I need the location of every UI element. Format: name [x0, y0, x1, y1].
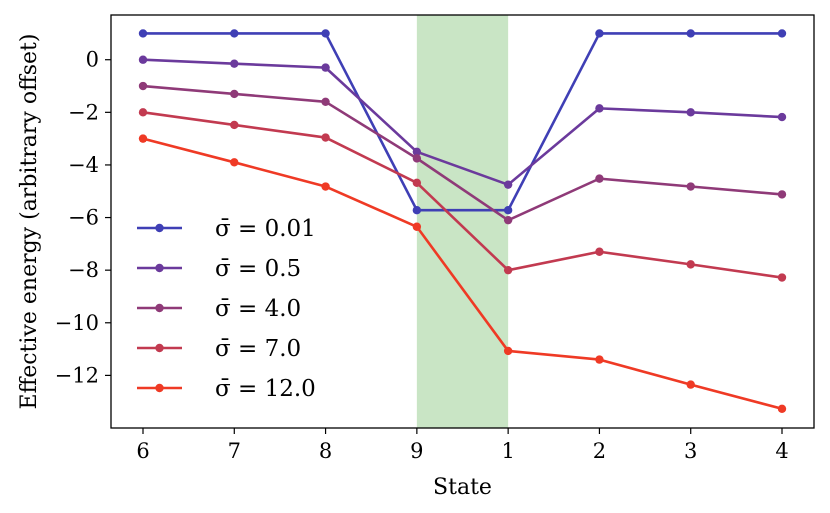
x-tick-label: 8: [319, 439, 332, 463]
x-axis-label: State: [433, 475, 492, 500]
y-tick-label: −4: [68, 153, 99, 177]
series-1: [138, 55, 787, 189]
x-tick-label: 1: [501, 439, 514, 463]
data-point: [321, 63, 330, 72]
data-point: [412, 178, 422, 188]
series-2: [138, 81, 787, 225]
data-point: [412, 222, 422, 231]
data-point: [412, 147, 422, 156]
data-point: [777, 29, 787, 38]
x-tick-label: 4: [775, 439, 788, 463]
series-0: [138, 29, 787, 215]
x-tick-label: 3: [684, 439, 697, 463]
legend-label: σ̄ = 12.0: [215, 376, 316, 402]
data-point: [138, 55, 148, 64]
data-point: [138, 29, 148, 38]
data-point: [503, 205, 513, 215]
data-point: [321, 97, 330, 107]
data-point: [138, 108, 148, 117]
data-point: [138, 134, 148, 143]
legend-label: σ̄ = 7.0: [215, 336, 301, 362]
series-line: [143, 32, 782, 212]
data-point: [777, 273, 787, 282]
y-tick-label: −10: [55, 311, 99, 335]
legend-entry: σ̄ = 4.0: [137, 296, 301, 322]
series-line: [142, 84, 783, 222]
data-point: [777, 112, 787, 122]
legend-label: σ̄ = 0.01: [215, 216, 316, 242]
legend-entry: σ̄ = 0.01: [137, 216, 316, 242]
data-point: [230, 59, 239, 68]
data-point: [230, 29, 239, 38]
data-point: [230, 120, 239, 130]
legend-entry: σ̄ = 12.0: [137, 376, 316, 402]
data-point: [686, 380, 695, 389]
data-point: [230, 89, 239, 99]
data-point: [686, 260, 695, 269]
legend: σ̄ = 0.01 σ̄ = 0.5 σ̄ = 4.0 σ̄ = 7.0 σ̄ = 12…: [137, 216, 316, 402]
data-point: [503, 346, 513, 356]
legend-marker: [155, 223, 164, 233]
data-point: [503, 265, 513, 275]
legend-entry: σ̄ = 0.5: [137, 256, 301, 282]
data-point: [777, 404, 787, 413]
data-point: [503, 180, 513, 189]
series-line: [142, 58, 783, 186]
data-point: [595, 174, 604, 183]
data-point: [321, 29, 330, 38]
plot-frame: [110, 14, 815, 429]
data-point: [321, 133, 330, 142]
data-point: [777, 190, 787, 199]
x-tick-label: 9: [410, 439, 423, 463]
data-point: [503, 215, 513, 225]
series-4: [138, 134, 787, 413]
series-3: [138, 108, 787, 282]
data-point: [595, 104, 604, 113]
legend-marker: [155, 263, 164, 273]
data-point: [595, 247, 604, 256]
data-point: [686, 29, 695, 38]
x-tick-label: 2: [593, 439, 606, 463]
legend-marker: [155, 343, 164, 353]
data-point: [595, 29, 604, 38]
legend-label: σ̄ = 0.5: [215, 256, 301, 282]
data-point: [412, 154, 422, 163]
y-tick-label: 0: [86, 48, 99, 72]
y-tick-label: −6: [68, 206, 99, 230]
data-point: [686, 182, 695, 191]
y-axis-label: Effective energy (arbitrary offset): [17, 34, 42, 410]
data-point: [412, 205, 422, 215]
data-point: [138, 81, 148, 91]
legend-label: σ̄ = 4.0: [215, 296, 301, 322]
data-point: [595, 355, 604, 364]
y-tick-label: −2: [68, 100, 99, 124]
x-tick-label: 6: [136, 439, 149, 463]
legend-marker: [155, 383, 164, 393]
y-tick-label: −12: [55, 363, 99, 387]
y-tick-label: −8: [68, 258, 99, 282]
shaded-region: [416, 15, 509, 428]
data-point: [686, 108, 695, 117]
x-tick-label: 7: [228, 439, 241, 463]
data-point: [321, 182, 330, 191]
series-line: [142, 111, 783, 279]
series-line: [142, 137, 783, 411]
legend-entry: σ̄ = 7.0: [137, 336, 301, 362]
data-point: [230, 158, 239, 167]
legend-marker: [155, 303, 164, 313]
